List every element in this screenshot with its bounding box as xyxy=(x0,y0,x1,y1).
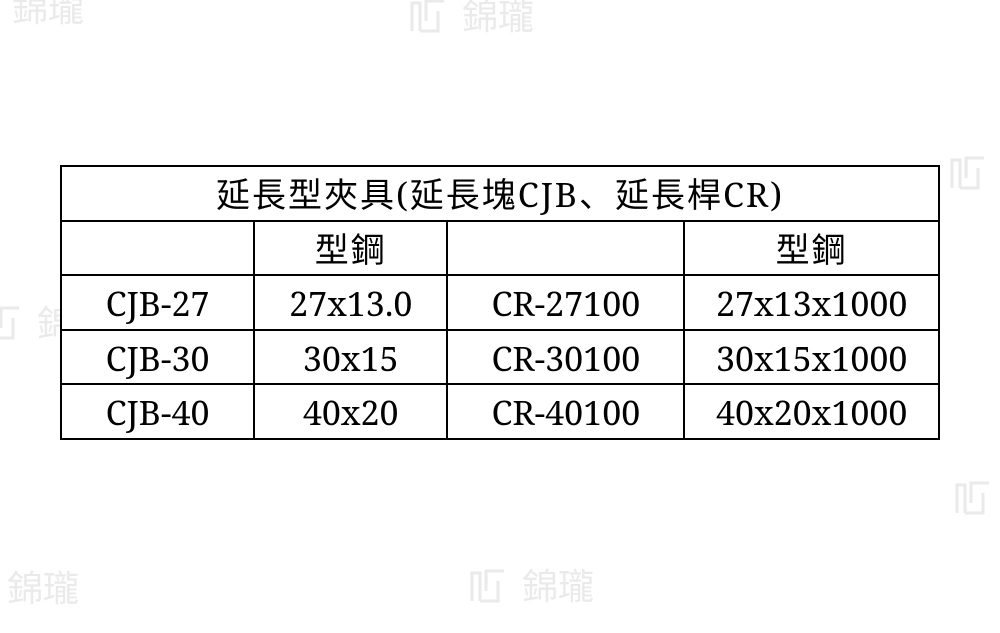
spec-table: 延長型夾具(延長塊CJB、延長桿CR) 型鋼 型鋼 CJB-27 27x13.0… xyxy=(60,165,940,440)
watermark-logo-icon xyxy=(0,302,29,340)
watermark-logo-icon xyxy=(470,565,514,603)
watermark-text: 錦瓏 xyxy=(462,0,534,40)
watermark-text: 錦瓏 xyxy=(522,558,594,610)
table-row: CJB-27 27x13.0 CR-27100 27x13x1000 xyxy=(61,275,939,330)
cell-cjb-code: CJB-40 xyxy=(61,384,254,439)
cell-cr-spec: 30x15x1000 xyxy=(684,330,939,385)
page-root: 延長型夾具(延長塊CJB、延長桿CR) 型鋼 型鋼 CJB-27 27x13.0… xyxy=(0,0,1000,633)
cell-cjb-code: CJB-27 xyxy=(61,275,254,330)
cell-cr-code: CR-27100 xyxy=(447,275,684,330)
col-header-3 xyxy=(447,221,684,276)
cell-cr-code: CR-40100 xyxy=(447,384,684,439)
table-row: CJB-40 40x20 CR-40100 40x20x1000 xyxy=(61,384,939,439)
cell-cr-spec: 40x20x1000 xyxy=(684,384,939,439)
cell-cjb-spec: 40x20 xyxy=(254,384,447,439)
table-title-row: 延長型夾具(延長塊CJB、延長桿CR) xyxy=(61,166,939,221)
watermark: 錦瓏 xyxy=(470,558,594,610)
watermark: 錦瓏 xyxy=(410,0,534,40)
cell-cr-spec: 27x13x1000 xyxy=(684,275,939,330)
table-header-row: 型鋼 型鋼 xyxy=(61,221,939,276)
table-title: 延長型夾具(延長塊CJB、延長桿CR) xyxy=(61,166,939,221)
col-header-2: 型鋼 xyxy=(254,221,447,276)
watermark-logo-icon xyxy=(410,0,454,33)
watermark: 錦瓏 xyxy=(0,560,79,612)
watermark-logo-icon xyxy=(955,477,999,515)
cell-cjb-code: CJB-30 xyxy=(61,330,254,385)
col-header-1 xyxy=(61,221,254,276)
watermark-text: 錦瓏 xyxy=(12,0,84,32)
table-row: CJB-30 30x15 CR-30100 30x15x1000 xyxy=(61,330,939,385)
cell-cr-code: CR-30100 xyxy=(447,330,684,385)
col-header-4: 型鋼 xyxy=(684,221,939,276)
watermark: 錦瓏 xyxy=(955,470,1000,522)
watermark-logo-icon xyxy=(950,152,994,190)
watermark-logo-icon xyxy=(0,0,4,25)
cell-cjb-spec: 30x15 xyxy=(254,330,447,385)
watermark-text: 錦瓏 xyxy=(7,560,79,612)
cell-cjb-spec: 27x13.0 xyxy=(254,275,447,330)
watermark: 錦瓏 xyxy=(0,0,84,32)
watermark: 錦瓏 xyxy=(950,145,1000,197)
